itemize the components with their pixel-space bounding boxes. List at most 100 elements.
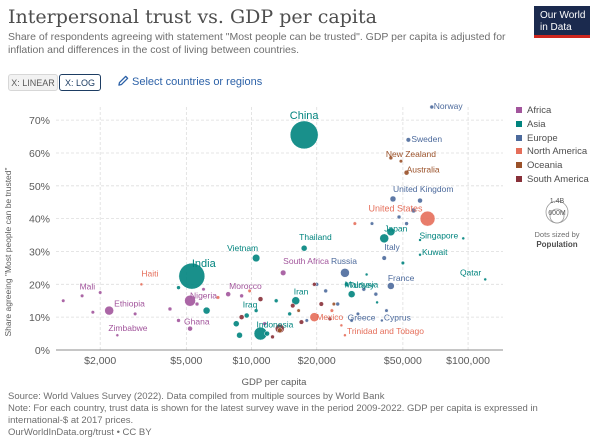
point-label-thailand: Thailand — [299, 232, 332, 242]
bubble-mexico — [309, 312, 320, 322]
size-legend-caption-2: Population — [536, 240, 578, 249]
bubble-country — [262, 321, 267, 326]
bubble-haiti — [139, 282, 144, 287]
bubble-country — [384, 308, 389, 313]
bubble-vietnam — [252, 254, 261, 263]
x-tick-label: $50,000 — [384, 355, 422, 367]
bubble-country — [253, 308, 259, 313]
point-label-new-zealand: New Zealand — [386, 149, 436, 159]
legend-item-north-america[interactable]: North America — [516, 145, 589, 158]
bubble-country — [398, 159, 404, 164]
point-label-haiti: Haiti — [141, 268, 158, 278]
bubble-country — [352, 221, 357, 226]
bubble-iraq — [243, 312, 250, 319]
bubble-country — [273, 298, 279, 303]
bubble-singapore — [461, 236, 465, 241]
y-tick-label: 70% — [29, 115, 50, 127]
point-label-australia: Australia — [407, 165, 440, 175]
x-tick-label: $2,000 — [84, 355, 116, 367]
x-log-button[interactable]: X: LOG — [59, 74, 101, 91]
y-tick-label: 30% — [29, 246, 50, 258]
y-tick-label: 40% — [29, 214, 50, 226]
bubble-thailand — [300, 244, 308, 252]
x-tick-label: $20,000 — [298, 355, 336, 367]
bubble-country — [202, 306, 211, 315]
point-label-kuwait: Kuwait — [422, 247, 448, 257]
footer-notes: Source: World Values Survey (2022). Data… — [8, 391, 596, 439]
bubble-country — [194, 301, 200, 307]
legend-item-africa[interactable]: Africa — [516, 104, 589, 117]
select-countries-label: Select countries or regions — [132, 76, 263, 88]
point-label-china: China — [290, 110, 320, 122]
bubble-country — [264, 330, 270, 337]
bubble-country — [369, 221, 375, 226]
legend-item-oceania[interactable]: Oceania — [516, 159, 589, 172]
legend-swatch — [516, 162, 522, 169]
legend-swatch — [516, 175, 522, 182]
pencil-icon — [118, 75, 129, 86]
point-label-cyprus: Cyprus — [384, 312, 411, 322]
bubble-australia — [403, 169, 410, 176]
scatter-chart: China India Norway Sweden New Zealand Austral… — [3, 101, 503, 388]
point-label-turkey: Turkey — [349, 280, 375, 290]
y-tick-label: 50% — [29, 181, 50, 193]
bubble-country — [304, 318, 309, 323]
bubble-country — [355, 311, 360, 316]
bubble-turkey — [347, 290, 356, 298]
source-note: Source: World Values Survey (2022). Data… — [8, 391, 385, 402]
legend-label: Africa — [527, 105, 552, 116]
bubble-country — [375, 300, 379, 305]
bubble-south-africa — [280, 269, 287, 276]
owid-logo[interactable]: Our World in Data — [534, 6, 590, 38]
bubble-india — [178, 262, 206, 290]
logo-line-1: Our World — [540, 10, 586, 21]
x-linear-button[interactable]: X: LINEAR — [8, 74, 58, 91]
bubble-country — [133, 311, 138, 316]
point-label-mexico: Mexico — [316, 312, 343, 322]
bubble-ghana — [187, 325, 193, 332]
legend-item-europe[interactable]: Europe — [516, 132, 589, 145]
point-labels: China India Norway Sweden New Zealand Austral… — [80, 101, 482, 336]
bubble-country — [61, 298, 66, 303]
point-label-morocco: Morocco — [229, 281, 262, 291]
point-label-sweden: Sweden — [411, 134, 442, 144]
bubble-country — [236, 331, 243, 339]
bubble-country — [257, 296, 264, 302]
point-label-nigeria: Nigeria — [190, 291, 217, 301]
bubble-country — [176, 285, 181, 290]
bubble-country — [396, 214, 402, 220]
legend-item-south-america[interactable]: South America — [516, 173, 589, 186]
page-title: Interpersonal trust vs. GDP per capita — [8, 6, 377, 28]
continent-legend: Africa Asia Europe North America Oceania Sout… — [516, 104, 589, 187]
point-label-japan: Japan — [384, 223, 407, 233]
point-label-united-states: United States — [369, 204, 424, 214]
legend-label: Europe — [527, 132, 558, 144]
bubble-country — [386, 227, 396, 237]
bubble-country — [80, 293, 85, 298]
bubble-sweden — [405, 137, 411, 143]
bubble-country — [239, 293, 244, 299]
bubble-country — [312, 282, 317, 287]
point-label-vietnam: Vietnam — [227, 243, 258, 253]
bubble-country — [270, 334, 275, 340]
bubble-country — [331, 301, 336, 307]
bubble-country — [167, 306, 173, 312]
size-legend-small-value: 600M — [548, 210, 566, 217]
legend-item-asia[interactable]: Asia — [516, 118, 589, 131]
bubble-russia — [340, 268, 350, 278]
x-tick-label: $10,000 — [233, 355, 271, 367]
bubble-country — [318, 301, 324, 307]
x-axis-label: GDP per capita — [242, 377, 307, 388]
select-countries-link[interactable]: Select countries or regions — [118, 74, 262, 90]
bubble-nigeria — [184, 294, 196, 307]
page-subtitle: Share of respondents agreeing with state… — [8, 31, 506, 56]
size-legend-circles: 1.4B 600M — [545, 198, 569, 224]
bubble-country — [418, 238, 422, 242]
footer-url[interactable]: OurWorldInData.org/trust • CC BY — [8, 427, 152, 438]
axis-ticks: 0% 10% 20% 30% 40% 50% 60% 70% $2,000 $5,000 $10,0… — [29, 115, 490, 367]
point-label-france: France — [388, 273, 415, 283]
point-label-iran: Iran — [294, 287, 309, 297]
bubble-country — [290, 303, 296, 309]
bubble-country — [400, 260, 405, 266]
bubble-kuwait — [418, 253, 422, 257]
